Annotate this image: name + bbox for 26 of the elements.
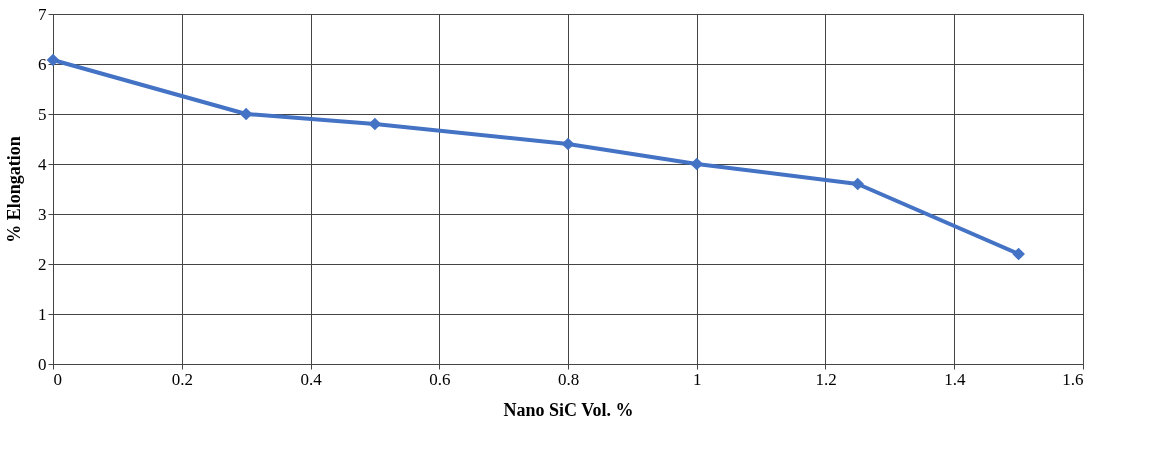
- x-tick-label: 0.4: [300, 369, 323, 389]
- point: [368, 117, 382, 131]
- y-tick-label: 0: [38, 354, 47, 374]
- point: [239, 107, 253, 121]
- x-tick-label: 0.2: [171, 369, 193, 389]
- x-tick-label: 1.2: [815, 369, 837, 389]
- x-axis-title: Nano SiC Vol. %: [503, 399, 634, 420]
- point: [46, 53, 60, 67]
- point: [690, 157, 704, 171]
- x-tick-label: 1.6: [1062, 369, 1084, 389]
- y-tick-label: 5: [38, 104, 47, 124]
- y-tick-label: 7: [38, 4, 47, 24]
- x-tick-label: 0.6: [429, 369, 451, 389]
- y-tick-label: 4: [38, 154, 47, 174]
- y-tick-label: 2: [38, 254, 47, 274]
- point: [851, 177, 865, 191]
- y-tick-label: 3: [38, 204, 47, 224]
- y-axis-title: % Elongation: [4, 136, 24, 243]
- point: [1012, 247, 1025, 261]
- y-tick-label: 1: [38, 304, 47, 324]
- y-tick-label: 6: [38, 54, 47, 74]
- point: [561, 137, 575, 151]
- x-tick-label: 1.4: [944, 369, 966, 389]
- x-tick-label: 1: [693, 369, 702, 389]
- x-tick-label: 0.8: [557, 369, 580, 389]
- x-tick-label: 0: [53, 369, 62, 389]
